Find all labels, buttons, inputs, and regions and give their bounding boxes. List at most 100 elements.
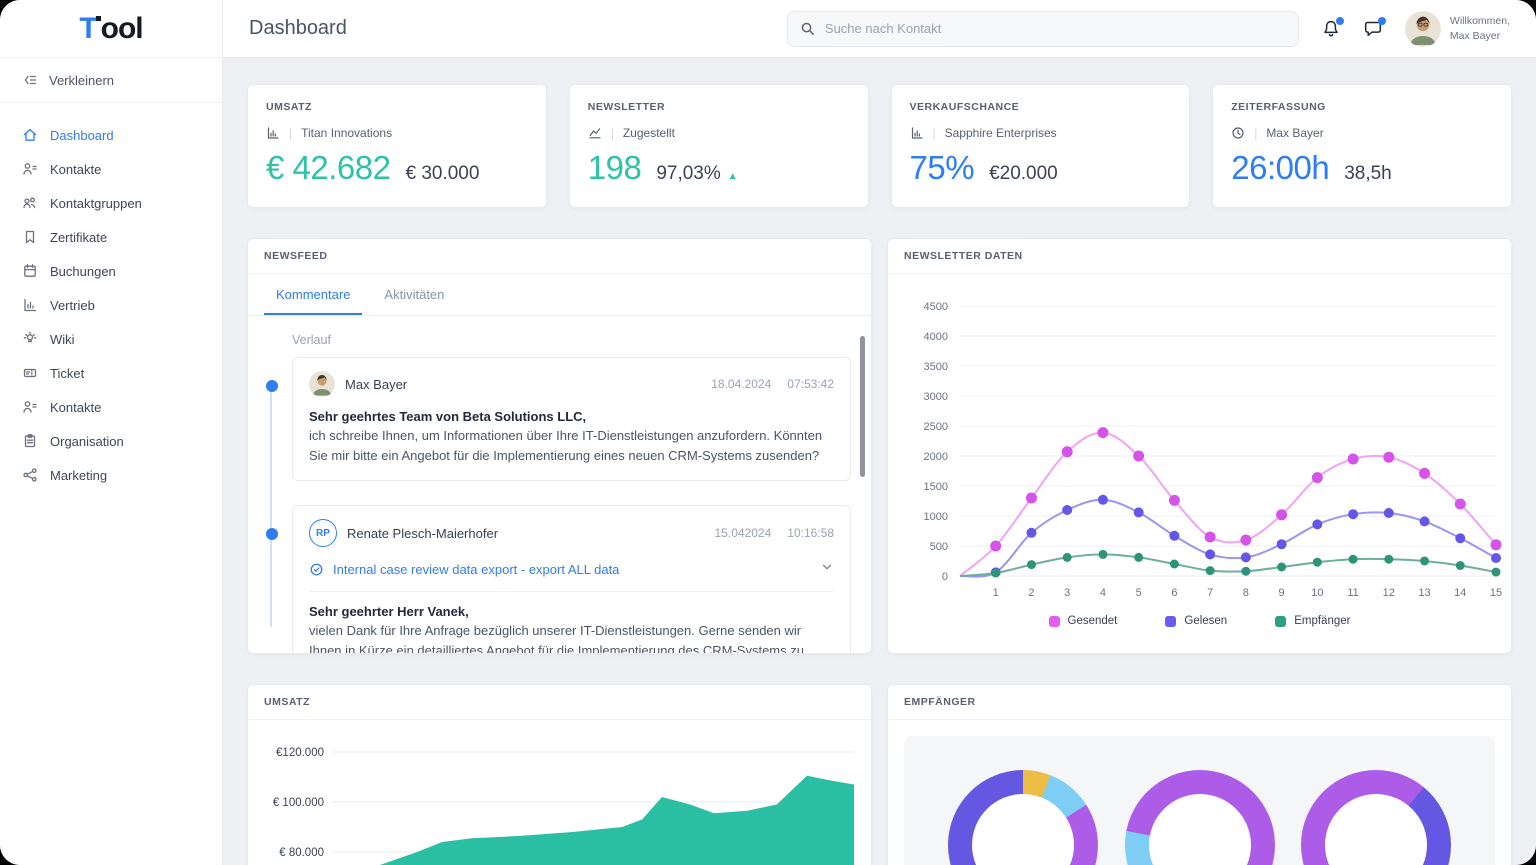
home-icon xyxy=(23,128,37,141)
sidebar-item-buchungen[interactable]: Buchungen xyxy=(0,255,222,287)
comment-date: 18.04.2024 xyxy=(711,377,772,391)
bell-icon xyxy=(1324,20,1338,36)
sidebar-item-kontakte[interactable]: Kontakte xyxy=(0,153,222,185)
search-input[interactable] xyxy=(824,21,1286,36)
search-icon xyxy=(801,22,814,35)
newsfeed-tabs: Kommentare Aktivitäten xyxy=(248,274,871,316)
svg-text:9: 9 xyxy=(1279,587,1285,599)
bookmark-icon xyxy=(25,230,35,244)
bar-chart-icon xyxy=(24,298,37,312)
newsfeed-scrollbar[interactable] xyxy=(860,336,865,477)
sidebar-nav: Dashboard Kontakte Kontaktgruppen Zertif… xyxy=(0,103,222,507)
sidebar-item-dashboard[interactable]: Dashboard xyxy=(0,119,222,151)
kpi-value: 198 xyxy=(587,149,642,186)
tab-aktivitaeten[interactable]: Aktivitäten xyxy=(384,287,445,302)
kpi-title: VERKAUFSCHANCE xyxy=(909,101,1020,113)
kpi-row: UMSATZ | Titan Innovations € 42.682 € 30… xyxy=(247,84,1512,208)
sidebar-item-marketing[interactable]: Marketing xyxy=(0,459,222,491)
sidebar-item-zertifikate[interactable]: Zertifikate xyxy=(0,221,222,253)
svg-text:€ 80.000: € 80.000 xyxy=(279,847,324,859)
contact-icon xyxy=(23,401,37,413)
comment-timestamp: 18.04.2024 07:53:42 xyxy=(711,377,834,391)
comment-time: 07:53:42 xyxy=(787,377,834,391)
kpi-value: 75% xyxy=(909,149,975,186)
sidebar-item-label: Zertifikate xyxy=(50,229,108,245)
svg-text:3: 3 xyxy=(1064,587,1070,599)
sidebar-item-ticket[interactable]: Ticket xyxy=(0,357,222,389)
newsletter-chart-card: NEWSLETTER DATEN 0 500 1000 1500 2000 2500 300… xyxy=(887,238,1512,654)
clock-icon xyxy=(1232,127,1244,139)
kpi-title: UMSATZ xyxy=(266,101,312,113)
svg-text:3000: 3000 xyxy=(924,391,948,403)
svg-text:1500: 1500 xyxy=(924,481,948,493)
comment-card: RP Renate Plesch-Maierhofer 15.042024 10… xyxy=(266,505,851,654)
sidebar-item-label: Organisation xyxy=(50,433,124,449)
sidebar-item-organisation[interactable]: Organisation xyxy=(0,425,222,457)
kpi-card-verkaufschance: VERKAUFSCHANCE | Sapphire Enterprises 75… xyxy=(890,84,1191,208)
comment-body: ich schreibe Ihnen, um Informationen übe… xyxy=(309,428,823,463)
comment-salutation: Sehr geehrtes Team von Beta Solutions LL… xyxy=(309,409,587,424)
sidebar-item-wiki[interactable]: Wiki xyxy=(0,323,222,355)
sidebar-item-label: Kontakte xyxy=(50,161,102,177)
calendar-icon xyxy=(24,264,36,277)
sidebar-item-label: Vertrieb xyxy=(50,297,95,313)
svg-text:12: 12 xyxy=(1383,587,1395,599)
svg-text:4500: 4500 xyxy=(924,301,948,313)
clipboard-icon xyxy=(24,434,36,448)
sidebar-item-label: Ticket xyxy=(50,365,85,381)
line-chart-icon xyxy=(589,128,601,139)
umsatz-chart-svg: €120.000 € 100.000 € 80.000 xyxy=(273,747,854,865)
bulb-icon xyxy=(23,331,37,343)
newsletter-chart: 0 500 1000 1500 2000 2500 3000 3500 4000 4500 1 2 3 4… xyxy=(888,274,1511,611)
collapse-icon xyxy=(24,75,37,85)
newsfeed-card: NEWSFEED Kommentare Aktivitäten Verlauf xyxy=(247,238,872,654)
welcome-text: Willkommen, Max Bayer xyxy=(1450,14,1510,42)
notification-badge xyxy=(1335,16,1344,25)
bar-chart-icon xyxy=(911,127,923,139)
welcome-line: Willkommen, xyxy=(1449,15,1510,28)
comment-body: vielen Dank für Ihre Anfrage bezüglich u… xyxy=(309,623,808,654)
group-icon xyxy=(23,197,36,209)
kpi-secondary: 97,03% xyxy=(656,163,721,184)
user-menu[interactable]: Willkommen, Max Bayer xyxy=(1404,10,1510,47)
comment-timeline: Max Bayer 18.04.2024 07:53:42 Sehr geehr… xyxy=(248,357,871,654)
svg-text:3500: 3500 xyxy=(924,361,948,373)
sidebar-item-kontaktgruppen[interactable]: Kontaktgruppen xyxy=(0,187,222,219)
check-circle-icon xyxy=(310,563,323,576)
kpi-secondary: €20.000 xyxy=(989,163,1058,184)
export-link[interactable]: Internal case review data export - expor… xyxy=(333,562,620,577)
page-title: Dashboard xyxy=(249,17,347,39)
sidebar-item-kontakte-2[interactable]: Kontakte xyxy=(0,391,222,423)
svg-text:13: 13 xyxy=(1418,587,1430,599)
legend-label: Gesendet xyxy=(1067,615,1118,627)
kpi-card-zeiterfassung: ZEITERFASSUNG | Max Bayer 26:00h 38,5h xyxy=(1212,84,1512,208)
svg-text:7: 7 xyxy=(1207,587,1213,599)
svg-text:500: 500 xyxy=(930,541,948,553)
sidebar-item-label: Kontakte xyxy=(50,399,102,415)
comment-time: 10:16:58 xyxy=(787,526,834,540)
logo-rest: ool xyxy=(100,11,144,45)
chevron-down-icon xyxy=(822,564,832,570)
umsatz-chart-card: UMSATZ €120.000 € 100.000 € 80.000 xyxy=(247,684,872,865)
sidebar-item-label: Marketing xyxy=(50,467,108,483)
sidebar-item-vertrieb[interactable]: Vertrieb xyxy=(0,289,222,321)
messages-button[interactable] xyxy=(1363,16,1386,39)
legend-swatch-gesendet xyxy=(1048,615,1060,627)
trend-up-icon: ▲ xyxy=(727,171,738,182)
comment-author: Renate Plesch-Maierhofer xyxy=(347,525,499,541)
sidebar-collapse-button[interactable]: Verkleinern xyxy=(0,58,222,103)
kpi-title: NEWSLETTER xyxy=(587,101,666,113)
legend-swatch-empfaenger xyxy=(1275,615,1287,627)
expand-toggle[interactable] xyxy=(820,560,834,579)
export-link-row: Internal case review data export - expor… xyxy=(309,560,834,592)
svg-text:4: 4 xyxy=(1100,587,1106,599)
tab-kommentare[interactable]: Kommentare xyxy=(264,274,363,315)
notifications-button[interactable] xyxy=(1321,16,1344,39)
search-box[interactable] xyxy=(786,10,1299,47)
initials-badge: RP xyxy=(309,519,337,547)
chart-legend: Gesendet Gelesen Empfänger xyxy=(888,611,1511,641)
contact-icon xyxy=(23,163,37,175)
